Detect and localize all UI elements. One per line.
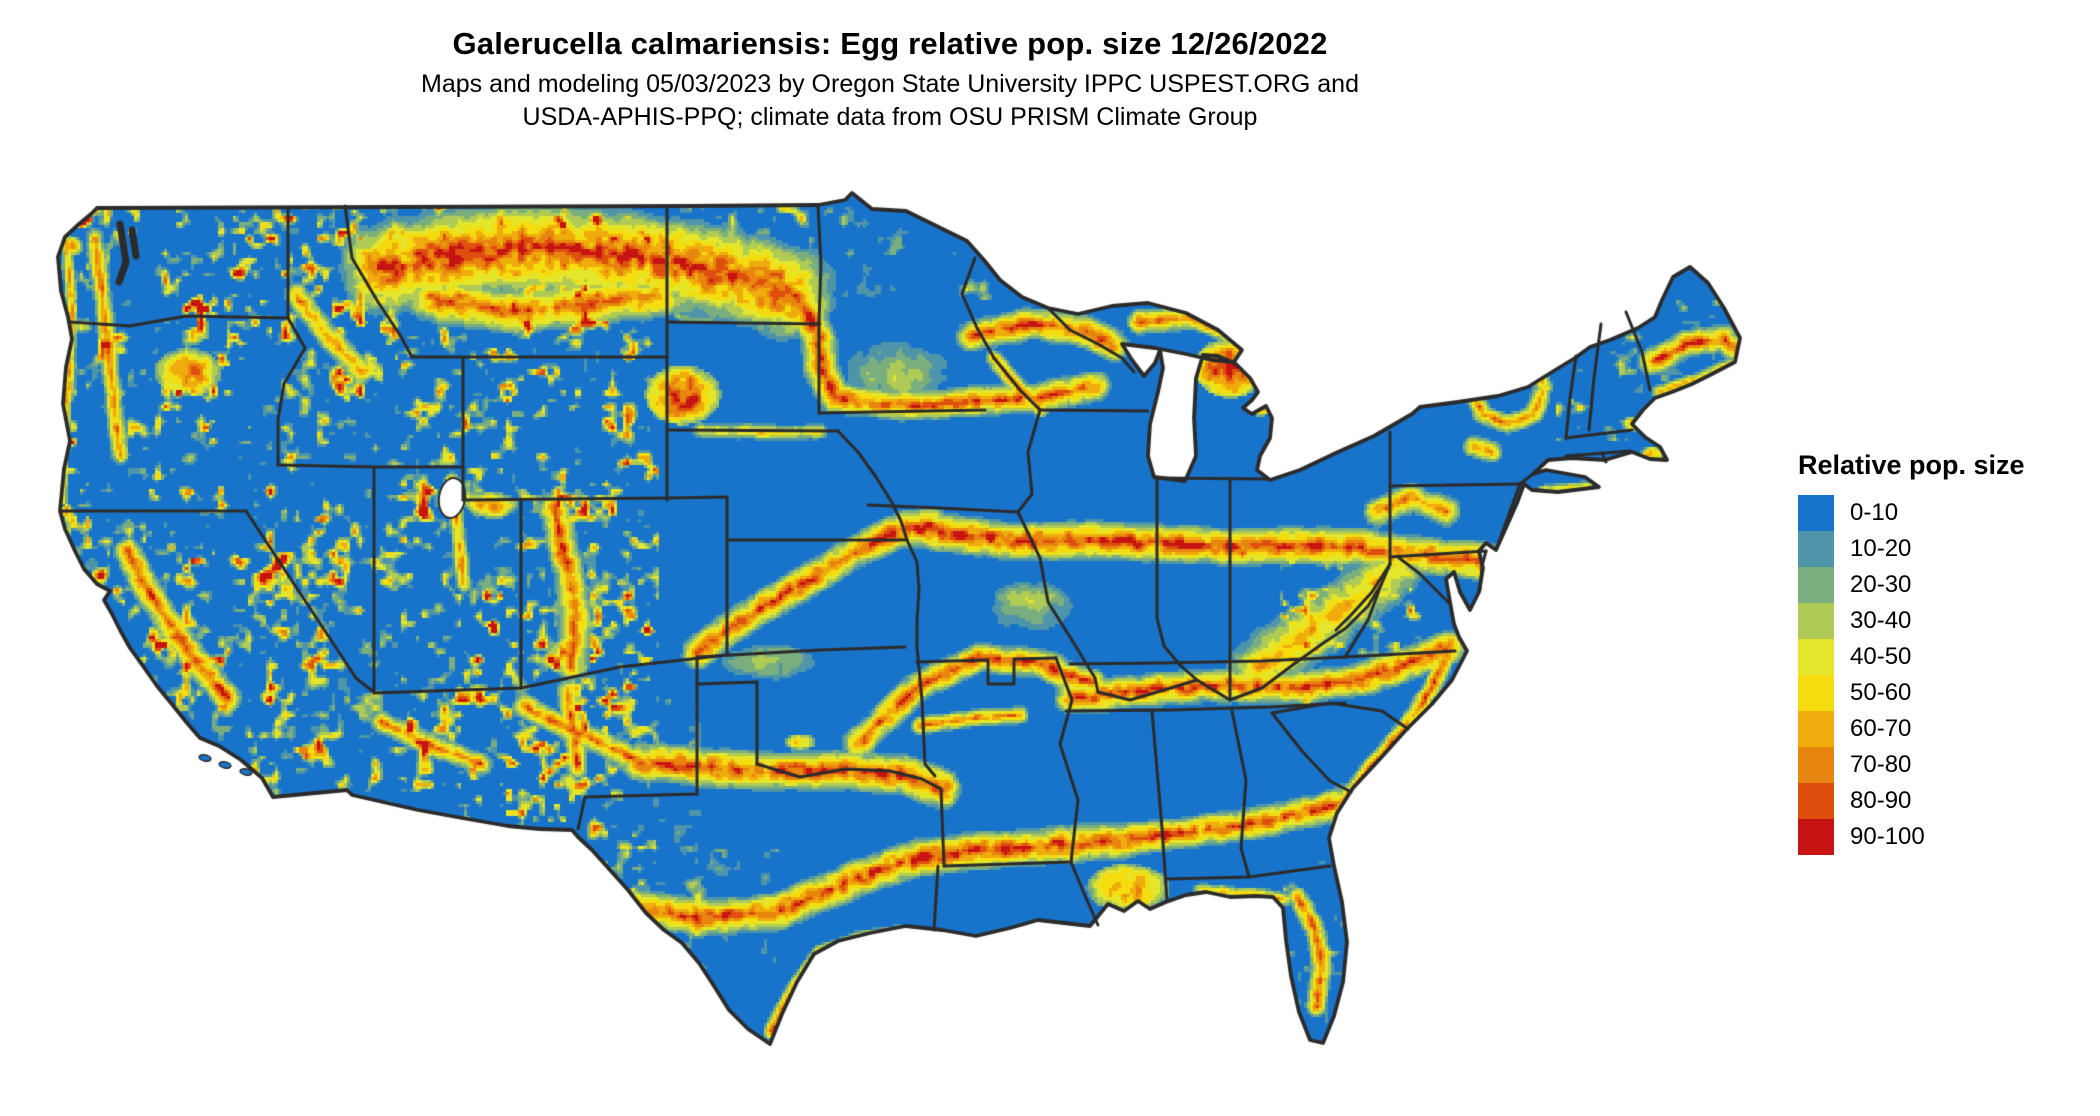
legend-row: 50-60 (1798, 675, 2088, 711)
legend-swatch-90-100 (1798, 819, 1834, 855)
legend-row: 80-90 (1798, 783, 2088, 819)
legend-swatch-50-60 (1798, 675, 1834, 711)
legend-row: 90-100 (1798, 819, 2088, 855)
legend-label: 40-50 (1850, 643, 1912, 670)
legend-swatch-60-70 (1798, 711, 1834, 747)
legend-swatch-10-20 (1798, 531, 1834, 567)
legend-rows: 0-10 10-20 20-30 30-40 40-50 50-60 60-70 70-80 8… (1798, 495, 2088, 855)
legend-swatch-30-40 (1798, 603, 1834, 639)
legend-label: 10-20 (1850, 535, 1912, 562)
legend-row: 10-20 (1798, 531, 2088, 567)
legend: Relative pop. size 0-10 10-20 20-30 30-40 40… (1798, 450, 2088, 855)
legend-row: 60-70 (1798, 711, 2088, 747)
legend-swatch-70-80 (1798, 747, 1834, 783)
legend-row: 0-10 (1798, 495, 2088, 531)
legend-row: 40-50 (1798, 639, 2088, 675)
legend-label: 60-70 (1850, 715, 1912, 742)
legend-title: Relative pop. size (1798, 450, 2025, 480)
legend-label: 0-10 (1850, 499, 1899, 526)
page-title: Galerucella calmariensis: Egg relative p… (452, 26, 1328, 61)
legend-swatch-80-90 (1798, 783, 1834, 819)
legend-label: 50-60 (1850, 679, 1912, 706)
legend-label: 80-90 (1850, 787, 1912, 814)
legend-row: 30-40 (1798, 603, 2088, 639)
subtitle-line-2: USDA-APHIS-PPQ; climate data from OSU PR… (522, 103, 1258, 131)
subtitle-line-1: Maps and modeling 05/03/2023 by Oregon S… (421, 70, 1359, 98)
legend-label: 70-80 (1850, 751, 1912, 778)
legend-row: 20-30 (1798, 567, 2088, 603)
legend-label: 20-30 (1850, 571, 1912, 598)
legend-label: 30-40 (1850, 607, 1912, 634)
legend-swatch-0-10 (1798, 495, 1834, 531)
legend-swatch-20-30 (1798, 567, 1834, 603)
legend-swatch-40-50 (1798, 639, 1834, 675)
page-subtitle: Maps and modeling 05/03/2023 by Oregon S… (0, 68, 1780, 134)
legend-label: 90-100 (1850, 823, 1925, 850)
legend-row: 70-80 (1798, 747, 2088, 783)
